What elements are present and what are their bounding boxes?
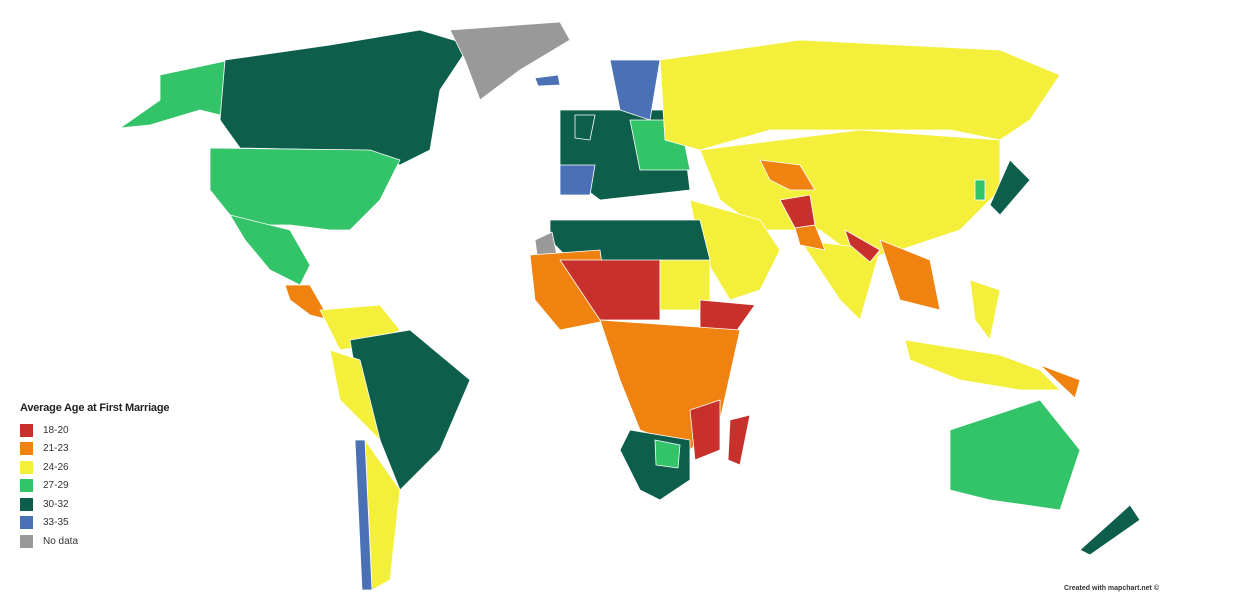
region-mozambique bbox=[689, 399, 721, 461]
region-russia bbox=[659, 39, 1061, 151]
legend: Average Age at First Marriage 18-20 21-23… bbox=[20, 402, 169, 551]
legend-item: 30-32 bbox=[20, 495, 169, 514]
legend-swatch bbox=[20, 516, 33, 530]
region-botswana bbox=[654, 439, 681, 469]
region-indonesia bbox=[904, 339, 1061, 391]
region-bangladesh bbox=[844, 229, 881, 263]
legend-item: 21-23 bbox=[20, 440, 169, 459]
region-southeast-asia bbox=[879, 239, 941, 311]
region-canada bbox=[219, 29, 471, 166]
region-pakistan bbox=[794, 224, 826, 251]
legend-item: 27-29 bbox=[20, 477, 169, 496]
legend-label: 18-20 bbox=[43, 424, 69, 436]
region-japan bbox=[989, 159, 1031, 216]
region-central-asia-south bbox=[759, 159, 816, 191]
legend-swatch bbox=[20, 442, 33, 456]
legend-label: 24-26 bbox=[43, 461, 69, 473]
legend-item: No data bbox=[20, 532, 169, 551]
region-australia bbox=[949, 399, 1081, 511]
legend-label: 27-29 bbox=[43, 480, 69, 492]
legend-label: 33-35 bbox=[43, 517, 69, 529]
region-peru-bolivia bbox=[329, 349, 381, 441]
legend-item: 33-35 bbox=[20, 514, 169, 533]
region-korea bbox=[974, 179, 986, 201]
legend-item: 24-26 bbox=[20, 458, 169, 477]
region-papua-new-guinea bbox=[1039, 364, 1081, 399]
region-iceland bbox=[534, 74, 561, 87]
region-madagascar bbox=[727, 414, 751, 466]
legend-swatch bbox=[20, 423, 33, 437]
region-central-america bbox=[284, 284, 331, 321]
region-usa bbox=[209, 147, 401, 231]
region-greenland bbox=[449, 21, 571, 101]
legend-swatch bbox=[20, 460, 33, 474]
region-chile bbox=[354, 439, 373, 591]
legend-label: No data bbox=[43, 535, 79, 547]
region-sahel bbox=[559, 259, 661, 321]
credit-text: Created with mapchart.net © bbox=[1063, 585, 1159, 592]
region-iberia bbox=[559, 164, 596, 196]
legend-title: Average Age at First Marriage bbox=[20, 402, 170, 414]
legend-label: 30-32 bbox=[43, 498, 69, 510]
legend-swatch bbox=[20, 534, 33, 548]
region-new-zealand bbox=[1079, 504, 1141, 556]
legend-swatch bbox=[20, 479, 33, 493]
region-uk bbox=[574, 114, 596, 141]
legend-swatch bbox=[20, 497, 33, 511]
region-philippines bbox=[969, 279, 1001, 341]
legend-label: 21-23 bbox=[43, 443, 69, 455]
legend-item: 18-20 bbox=[20, 421, 169, 440]
